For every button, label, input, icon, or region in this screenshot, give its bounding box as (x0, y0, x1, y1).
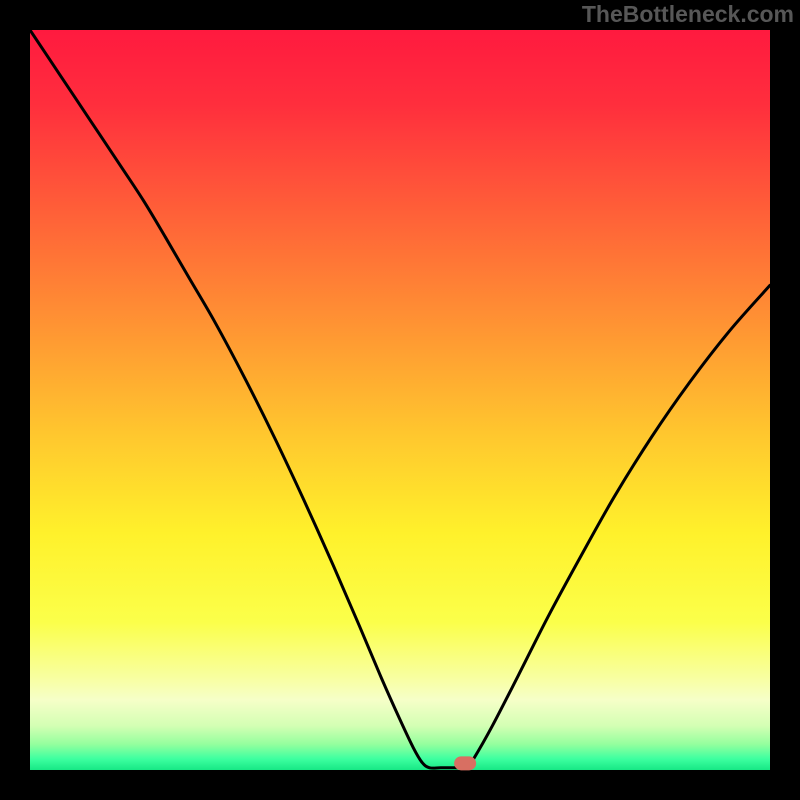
bottleneck-chart (0, 0, 800, 800)
plot-background (30, 30, 770, 770)
optimum-marker (454, 756, 476, 770)
watermark-text: TheBottleneck.com (582, 1, 794, 28)
